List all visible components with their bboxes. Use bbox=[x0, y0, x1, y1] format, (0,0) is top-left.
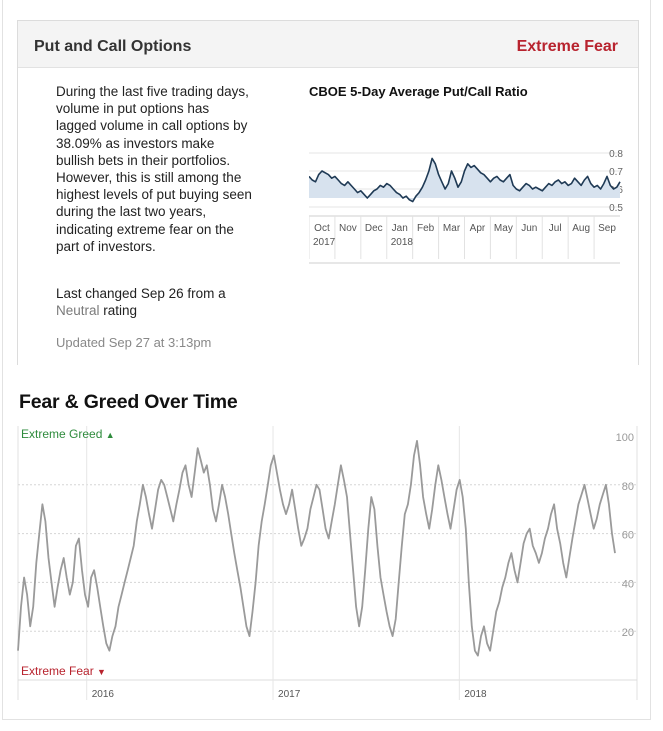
up-triangle-icon: ▲ bbox=[105, 430, 115, 440]
mini-year-label: 2018 bbox=[391, 237, 414, 248]
mini-month-label: Sep bbox=[598, 223, 616, 234]
mini-month-label: Apr bbox=[470, 223, 486, 234]
mini-series-line bbox=[309, 157, 621, 203]
mini-ytick-label: 0.7 bbox=[609, 167, 623, 178]
fear-greed-title: Fear & Greed Over Time bbox=[19, 391, 238, 413]
fg-ytick-label: 40 bbox=[622, 578, 634, 590]
mini-month-label: Jan bbox=[392, 223, 408, 234]
mini-ytick-label: 0.8 bbox=[609, 149, 623, 160]
fg-ytick-label: 60 bbox=[622, 530, 634, 542]
mini-month-label: Mar bbox=[443, 223, 461, 234]
mini-month-label: Nov bbox=[339, 223, 357, 234]
mini-year-label: 2017 bbox=[313, 237, 336, 248]
indicator-rating: Extreme Fear bbox=[516, 38, 618, 55]
mini-month-label: Dec bbox=[365, 223, 383, 234]
fg-ytick-label: 20 bbox=[622, 627, 634, 639]
down-triangle-icon: ▼ bbox=[97, 667, 106, 677]
extreme-fear-label: Extreme Fear ▼ bbox=[21, 664, 106, 678]
page-container: Put and Call Options Extreme Fear During… bbox=[2, 0, 651, 720]
fg-series-line bbox=[17, 440, 616, 657]
updated-timestamp: Updated Sep 27 at 3:13pm bbox=[56, 335, 212, 350]
mini-ytick-label: 0.5 bbox=[609, 203, 623, 214]
mini-month-label: May bbox=[494, 223, 513, 234]
extreme-greed-text: Extreme Greed bbox=[21, 427, 103, 441]
last-changed-suffix: rating bbox=[103, 303, 138, 319]
mini-month-label: Jun bbox=[521, 223, 537, 234]
indicator-description: During the last five trading days, volum… bbox=[56, 84, 252, 254]
mini-month-label: Jul bbox=[549, 223, 562, 234]
mini-month-label: Feb bbox=[417, 223, 435, 234]
fg-year-label: 2017 bbox=[278, 689, 301, 700]
fg-year-label: 2018 bbox=[464, 689, 487, 700]
fg-year-label: 2016 bbox=[92, 689, 115, 700]
mini-month-label: Aug bbox=[572, 223, 590, 234]
last-changed: Last changed Sep 26 from a Neutral ratin… bbox=[56, 285, 252, 319]
last-changed-rating: Neutral bbox=[56, 303, 100, 319]
put-call-ratio-chart: 0.80.70.60.5OctNovDecJanFebMarAprMayJunJ… bbox=[309, 144, 623, 264]
extreme-greed-label: Extreme Greed ▲ bbox=[21, 427, 115, 441]
indicator-header: Put and Call Options Extreme Fear bbox=[18, 21, 638, 68]
extreme-fear-text: Extreme Fear bbox=[21, 664, 94, 678]
mini-chart-title: CBOE 5-Day Average Put/Call Ratio bbox=[309, 84, 528, 99]
fg-ytick-label: 80 bbox=[622, 481, 634, 493]
fg-ytick-label: 100 bbox=[616, 432, 634, 444]
indicator-title: Put and Call Options bbox=[34, 38, 192, 55]
indicator-card: Put and Call Options Extreme Fear During… bbox=[17, 20, 639, 365]
mini-month-label: Oct bbox=[314, 223, 330, 234]
fear-greed-chart: 100 80 60 40 20 2016 2017 2018 bbox=[17, 426, 638, 700]
last-changed-prefix: Last changed Sep 26 from a bbox=[56, 286, 226, 301]
